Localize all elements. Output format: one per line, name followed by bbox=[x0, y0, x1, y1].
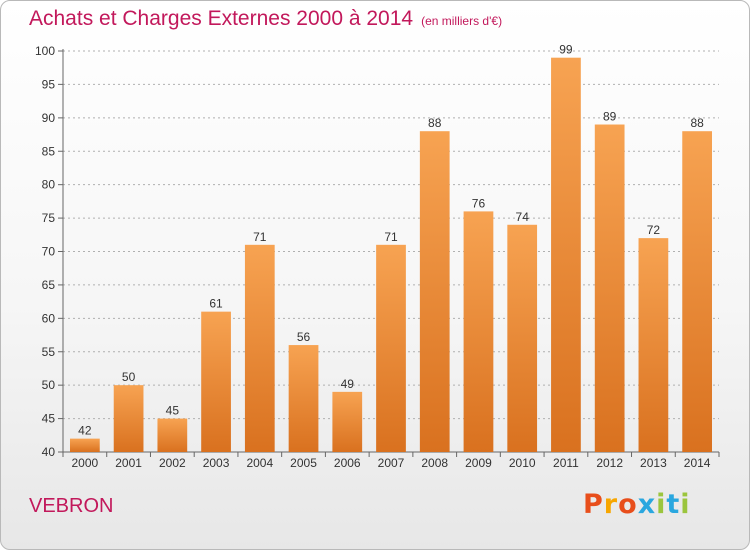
bar-2014 bbox=[682, 131, 713, 452]
bar-2013 bbox=[638, 238, 669, 452]
x-tick-label-2008: 2008 bbox=[421, 456, 448, 470]
y-tick-label: 100 bbox=[35, 44, 55, 58]
x-tick-label-2003: 2003 bbox=[203, 456, 230, 470]
x-tick-label-2005: 2005 bbox=[290, 456, 317, 470]
data-label-2002: 45 bbox=[166, 404, 180, 418]
bar-2010 bbox=[507, 224, 538, 452]
bar-2005 bbox=[288, 345, 319, 452]
y-tick-label: 90 bbox=[42, 111, 56, 125]
data-label-2008: 88 bbox=[428, 116, 442, 130]
data-label-2003: 61 bbox=[209, 297, 223, 311]
proxiti-logo: Proxiti bbox=[583, 489, 691, 520]
y-tick-label: 45 bbox=[42, 412, 56, 426]
logo-letter: o bbox=[618, 489, 638, 520]
data-label-2005: 56 bbox=[297, 330, 311, 344]
logo-letter: P bbox=[583, 489, 604, 520]
data-label-2013: 72 bbox=[647, 223, 661, 237]
x-tick-label-2001: 2001 bbox=[115, 456, 142, 470]
y-tick-label: 40 bbox=[42, 445, 56, 459]
bars bbox=[69, 57, 713, 453]
y-tick-label: 80 bbox=[42, 178, 56, 192]
bar-2012 bbox=[594, 124, 625, 453]
x-tick-label-2002: 2002 bbox=[159, 456, 186, 470]
data-label-2001: 50 bbox=[122, 370, 136, 384]
x-tick-label-2013: 2013 bbox=[640, 456, 667, 470]
data-label-2014: 88 bbox=[690, 116, 704, 130]
bar-2002 bbox=[157, 418, 188, 452]
chart-subtitle: (en milliers d'€) bbox=[421, 14, 503, 28]
y-tick-label: 95 bbox=[42, 77, 56, 91]
x-tick-label-2006: 2006 bbox=[334, 456, 361, 470]
bar-2001 bbox=[113, 385, 144, 452]
data-label-2010: 74 bbox=[516, 210, 530, 224]
bar-2008 bbox=[419, 131, 450, 452]
x-tick-label-2011: 2011 bbox=[553, 456, 579, 470]
x-tick-label-2000: 2000 bbox=[72, 456, 99, 470]
labels: 42 2000 50 2001 45 2002 61 2003 71 2004 56 2005 49 20… bbox=[72, 43, 711, 470]
y-tick-label: 65 bbox=[42, 278, 56, 292]
bar-2011 bbox=[551, 57, 581, 452]
chart-title: Achats et Charges Externes 2000 à 2014 (e… bbox=[29, 7, 502, 31]
chart-title-text: Achats et Charges Externes 2000 à 2014 bbox=[29, 7, 414, 30]
bar-2009 bbox=[463, 211, 494, 452]
data-label-2012: 89 bbox=[603, 110, 617, 124]
logo-letter: i bbox=[656, 489, 667, 520]
logo-letter: i bbox=[680, 489, 691, 520]
x-tick-label-2010: 2010 bbox=[509, 456, 536, 470]
bar-2000 bbox=[69, 438, 100, 452]
y-tick-label: 75 bbox=[42, 211, 56, 225]
x-tick-label-2007: 2007 bbox=[378, 456, 405, 470]
logo-letter: x bbox=[637, 489, 657, 520]
data-label-2000: 42 bbox=[78, 424, 92, 438]
bar-2006 bbox=[332, 391, 363, 452]
axes: 40 45 50 55 60 65 70 75 80 85 90 95 100 bbox=[35, 44, 720, 459]
bar-2003 bbox=[201, 311, 231, 452]
data-label-2011: 99 bbox=[559, 43, 573, 57]
x-tick-label-2009: 2009 bbox=[465, 456, 492, 470]
y-tick-label: 70 bbox=[42, 245, 56, 259]
y-tick-label: 60 bbox=[42, 311, 56, 325]
y-tick-label: 55 bbox=[42, 345, 56, 359]
x-tick-label-2004: 2004 bbox=[246, 456, 273, 470]
data-label-2006: 49 bbox=[341, 377, 355, 391]
data-label-2004: 71 bbox=[253, 230, 267, 244]
bar-2007 bbox=[376, 244, 406, 452]
data-label-2009: 76 bbox=[472, 196, 486, 210]
data-label-2007: 71 bbox=[384, 230, 398, 244]
x-tick-label-2012: 2012 bbox=[596, 456, 623, 470]
bar-2004 bbox=[244, 244, 275, 452]
x-tick-label-2014: 2014 bbox=[684, 456, 711, 470]
y-tick-label: 85 bbox=[42, 144, 56, 158]
y-tick-label: 50 bbox=[42, 378, 56, 392]
logo-letter: t bbox=[666, 489, 681, 520]
logo-letter: r bbox=[603, 489, 619, 520]
commune-name: VEBRON bbox=[29, 495, 114, 517]
